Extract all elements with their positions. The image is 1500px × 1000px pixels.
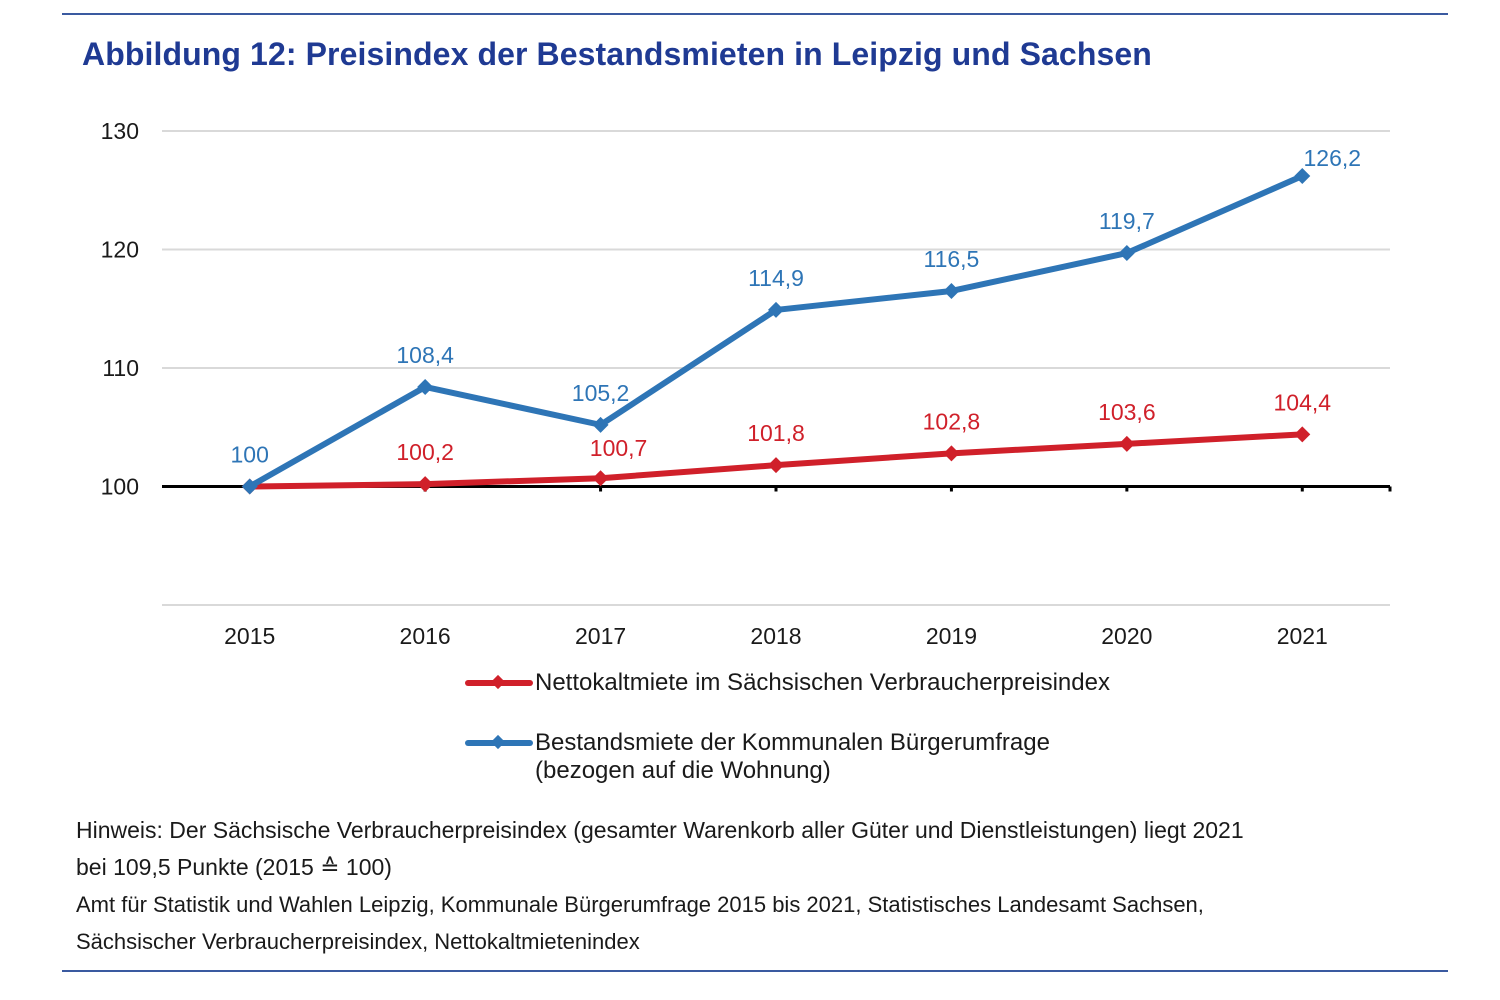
x-tick-label: 2019: [926, 623, 977, 649]
data-point-marker-blue: [1118, 245, 1135, 262]
hint-line-1: Hinweis: Der Sächsische Verbraucherpreis…: [76, 817, 1244, 843]
data-label-blue: 100: [231, 442, 269, 468]
data-point-marker-blue: [241, 478, 258, 495]
data-label-blue: 116,5: [923, 246, 979, 272]
data-label-blue: 119,7: [1099, 208, 1155, 234]
x-tick-label: 2016: [400, 623, 451, 649]
source-line-2: Sächsischer Verbraucherpreisindex, Netto…: [76, 929, 640, 954]
data-label-blue: 114,9: [748, 265, 804, 291]
bottom-rule: [62, 970, 1448, 972]
x-tick-label: 2017: [575, 623, 626, 649]
y-tick-label: 110: [102, 355, 139, 381]
data-label-red: 100,2: [396, 439, 454, 465]
source-line-1: Amt für Statistik und Wahlen Leipzig, Ko…: [76, 892, 1204, 917]
gridlines: [162, 130, 1390, 606]
data-label-red: 100,7: [590, 435, 648, 461]
figure-title: Abbildung 12: Preisindex der Bestandsmie…: [82, 36, 1152, 72]
data-label-blue: 126,2: [1304, 145, 1362, 171]
legend-diamond-marker-red: [490, 674, 506, 690]
data-label-red: 101,8: [747, 420, 805, 446]
legend-swatch-blue: [465, 728, 535, 758]
hint-line-2: bei 109,5 Punkte (2015 ≙ 100): [76, 854, 392, 880]
data-point-marker-red: [592, 470, 609, 487]
data-point-marker-blue: [943, 282, 960, 299]
data-point-marker-red: [1294, 426, 1311, 443]
legend-label-red: Nettokaltmiete im Sächsischen Verbrauche…: [535, 668, 1110, 698]
y-tick-label: 100: [101, 474, 139, 500]
data-label-blue: 105,2: [572, 380, 630, 406]
data-point-marker-blue: [592, 416, 609, 433]
data-point-marker-red: [417, 476, 434, 493]
legend-label-blue: Bestandsmiete der Kommunalen Bürgerumfra…: [535, 728, 1050, 786]
legend-diamond-marker-blue: [490, 734, 506, 750]
x-tick-label: 2020: [1101, 623, 1152, 649]
data-labels: 100,2 100,7 101,8 102,8 103,6 104,4 100 108,4 10…: [231, 145, 1362, 467]
data-point-marker-red: [1118, 435, 1135, 452]
figure-notes: Hinweis: Der Sächsische Verbraucherpreis…: [76, 812, 1244, 960]
x-tick-label: 2021: [1277, 623, 1328, 649]
legend-item-blue-series: Bestandsmiete der Kommunalen Bürgerumfra…: [465, 728, 1050, 786]
data-point-marker-blue: [768, 301, 784, 318]
data-label-red: 103,6: [1098, 399, 1156, 425]
legend-item-red-series: Nettokaltmiete im Sächsischen Verbrauche…: [465, 668, 1110, 698]
data-point-marker-blue: [417, 378, 434, 395]
x-axis-tick-labels: 2015 2016 2017 2018 2019 2020 2021: [224, 623, 1328, 649]
data-point-marker-red: [943, 445, 960, 462]
data-label-blue: 108,4: [396, 342, 454, 368]
top-rule: [62, 13, 1448, 15]
legend-label-line: Nettokaltmiete im Sächsischen Verbrauche…: [535, 669, 1110, 696]
x-tick-label: 2015: [224, 623, 275, 649]
data-point-marker-blue: [1294, 168, 1311, 185]
legend-label-line: Bestandsmiete der Kommunalen Bürgerumfra…: [535, 729, 1050, 756]
data-label-red: 104,4: [1274, 389, 1332, 415]
y-tick-label: 120: [101, 237, 139, 263]
y-tick-label: 130: [101, 118, 139, 144]
x-tick-label: 2018: [750, 623, 801, 649]
legend-label-line: (bezogen auf die Wohnung): [535, 757, 831, 784]
y-axis-tick-labels: 100 110 120 130: [101, 118, 139, 500]
data-label-red: 102,8: [923, 408, 981, 434]
legend-swatch-red: [465, 668, 535, 698]
data-point-marker-red: [768, 457, 784, 474]
series-lines: [241, 168, 1311, 495]
